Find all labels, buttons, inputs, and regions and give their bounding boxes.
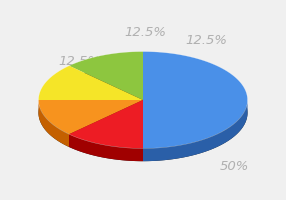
Polygon shape bbox=[69, 100, 143, 147]
Polygon shape bbox=[69, 100, 143, 148]
Text: 12.5%: 12.5% bbox=[124, 26, 166, 39]
Polygon shape bbox=[39, 100, 69, 147]
Polygon shape bbox=[143, 101, 247, 161]
Polygon shape bbox=[143, 52, 247, 148]
Polygon shape bbox=[69, 100, 143, 147]
Polygon shape bbox=[39, 100, 143, 134]
Polygon shape bbox=[39, 66, 143, 100]
Text: 50%: 50% bbox=[220, 160, 249, 173]
Text: 12.5%: 12.5% bbox=[51, 109, 93, 122]
Polygon shape bbox=[69, 52, 143, 100]
Text: 12.5%: 12.5% bbox=[58, 55, 100, 68]
Text: 12.5%: 12.5% bbox=[186, 34, 228, 47]
Polygon shape bbox=[69, 134, 143, 161]
Polygon shape bbox=[39, 64, 247, 161]
